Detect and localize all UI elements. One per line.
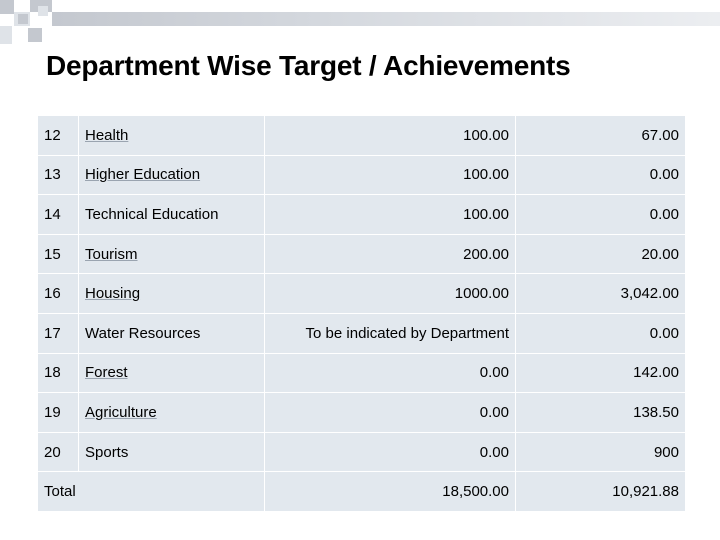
department-name: Technical Education	[78, 194, 265, 235]
achievement-value: 0.00	[515, 154, 686, 196]
achievement-value: 142.00	[515, 352, 686, 394]
achievement-value: 900	[515, 431, 686, 473]
table-row: 18 Forest 0.00 142.00	[37, 352, 686, 394]
deco-square	[38, 6, 48, 16]
table-row: 17 Water Resources To be indicated by Depa…	[37, 312, 686, 354]
department-label: Agriculture	[85, 403, 157, 421]
department-label: Technical Education	[85, 205, 219, 223]
total-label: Total	[37, 471, 265, 512]
target-value: 0.00	[264, 392, 516, 433]
department-label: Forest	[85, 364, 128, 382]
target-achievement-table: 12 Health 100.00 67.00 13 Higher Education 100…	[37, 115, 686, 512]
row-number: 17	[37, 312, 79, 354]
achievement-value: 67.00	[515, 115, 686, 156]
row-number: 18	[37, 352, 79, 394]
department-label: Housing	[85, 285, 141, 303]
deco-square	[18, 14, 28, 24]
department-name: Sports	[78, 431, 265, 473]
achievement-value: 3,042.00	[515, 273, 686, 314]
total-row: Total 18,500.00 10,921.88	[37, 471, 686, 512]
row-number: 20	[37, 431, 79, 473]
table-row: 12 Health 100.00 67.00	[37, 115, 686, 156]
target-value: 100.00	[264, 154, 516, 196]
deco-square	[28, 28, 42, 42]
department-name: Health	[78, 115, 265, 156]
department-label: Higher Education	[85, 166, 201, 184]
department-name: Higher Education	[78, 154, 265, 196]
total-target: 18,500.00	[264, 471, 516, 512]
deco-square	[0, 26, 12, 44]
achievement-value: 20.00	[515, 233, 686, 275]
row-number: 12	[37, 115, 79, 156]
page-title: Department Wise Target / Achievements	[46, 50, 571, 81]
target-value: 100.00	[264, 194, 516, 235]
table-row: 19 Agriculture 0.00 138.50	[37, 392, 686, 433]
row-number: 16	[37, 273, 79, 314]
target-value: 1000.00	[264, 273, 516, 314]
department-label: Tourism	[85, 245, 138, 263]
department-label: Health	[85, 126, 129, 144]
department-name: Water Resources	[78, 312, 265, 354]
row-number: 14	[37, 194, 79, 235]
header-band	[52, 12, 720, 26]
achievement-value: 0.00	[515, 312, 686, 354]
department-name: Forest	[78, 352, 265, 394]
department-label: Water Resources	[85, 324, 201, 342]
table-row: 15 Tourism 200.00 20.00	[37, 233, 686, 275]
department-name: Housing	[78, 273, 265, 314]
target-value: 200.00	[264, 233, 516, 275]
department-name: Tourism	[78, 233, 265, 275]
total-achievement: 10,921.88	[515, 471, 686, 512]
target-value: 0.00	[264, 352, 516, 394]
row-number: 13	[37, 154, 79, 196]
table-row: 20 Sports 0.00 900	[37, 431, 686, 473]
table-row: 16 Housing 1000.00 3,042.00	[37, 273, 686, 314]
deco-square	[0, 0, 14, 14]
target-value: To be indicated by Department	[264, 312, 516, 354]
department-name: Agriculture	[78, 392, 265, 433]
row-number: 15	[37, 233, 79, 275]
achievement-value: 0.00	[515, 194, 686, 235]
table-row: 14 Technical Education 100.00 0.00	[37, 194, 686, 235]
target-value: 0.00	[264, 431, 516, 473]
achievement-value: 138.50	[515, 392, 686, 433]
table-row: 13 Higher Education 100.00 0.00	[37, 154, 686, 196]
row-number: 19	[37, 392, 79, 433]
target-value: 100.00	[264, 115, 516, 156]
department-label: Sports	[85, 443, 129, 461]
